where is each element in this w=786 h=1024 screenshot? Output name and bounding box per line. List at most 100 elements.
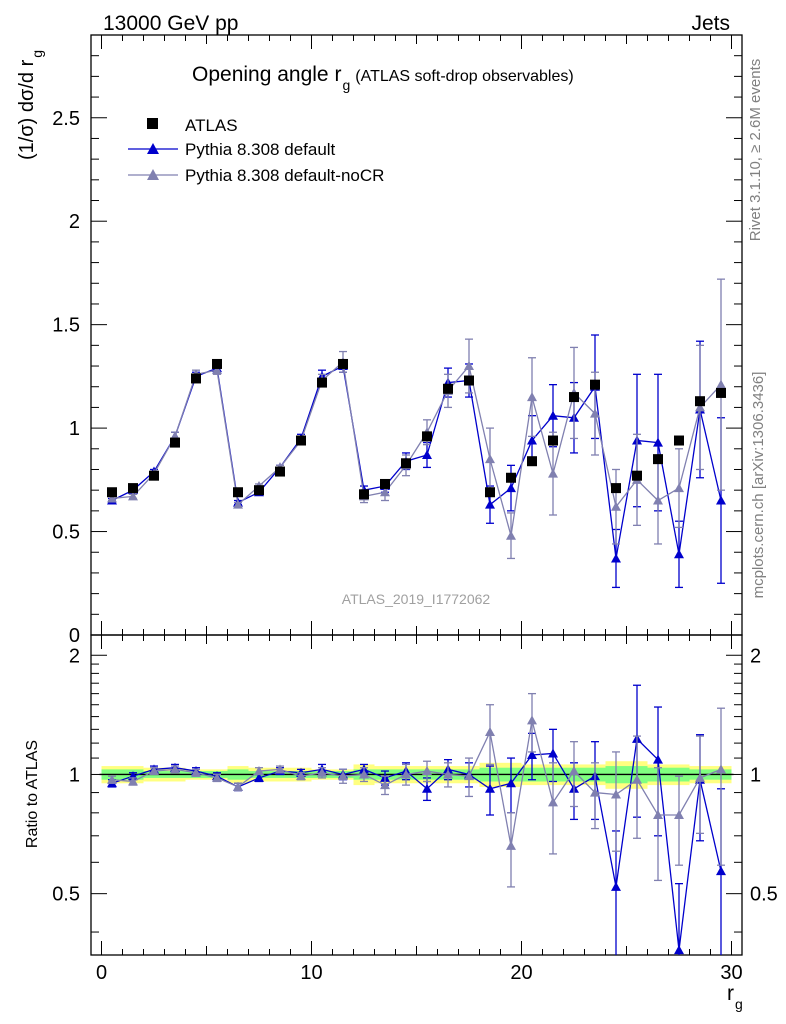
series-line <box>111 365 722 559</box>
x-tick-label: 20 <box>510 962 532 984</box>
data-point-atlas <box>380 478 390 489</box>
main-ylabel: (1/σ) dσ/d rg <box>16 50 45 160</box>
ratio-data-point <box>632 774 642 784</box>
ratio-data-point <box>464 771 474 781</box>
ratio-data-point <box>212 772 222 782</box>
x-tick-label: 0 <box>96 962 107 984</box>
ratio-data-point <box>275 764 285 774</box>
data-point-atlas <box>170 437 180 448</box>
ratio-data-point <box>695 772 705 782</box>
data-point-atlas <box>149 470 159 481</box>
data-point-mc <box>527 435 537 445</box>
data-point-atlas <box>359 489 369 500</box>
ratio-data-point <box>716 764 726 774</box>
ratio-series-line <box>111 720 722 847</box>
ratio-data-point <box>569 766 579 776</box>
x-tick-label: 30 <box>720 962 742 984</box>
ratio-data-point <box>485 783 495 793</box>
header-right: Jets <box>691 12 730 35</box>
data-point-atlas <box>401 458 411 469</box>
legend-atlas-label: ATLAS <box>185 116 238 135</box>
plot-title-suffix: (ATLAS soft-drop observables) <box>355 68 573 85</box>
legend-nocr-label: Pythia 8.308 default-noCR <box>185 166 384 185</box>
data-point-mc <box>674 549 684 559</box>
ratio-data-point <box>317 767 327 777</box>
header-left: 13000 GeV pp <box>103 12 238 35</box>
data-point-mc <box>212 365 222 375</box>
data-point-mc <box>464 361 474 371</box>
ratio-data-point <box>527 715 537 725</box>
data-point-atlas <box>233 487 243 498</box>
ratio-data-point <box>611 881 621 891</box>
ratio-data-point <box>548 748 558 758</box>
ratio-data-point <box>254 766 264 776</box>
data-point-atlas <box>716 387 726 398</box>
legend-nocr-marker <box>147 169 159 180</box>
legend-default-marker <box>147 143 159 154</box>
data-point-mc <box>233 499 243 509</box>
data-point-atlas <box>464 375 474 386</box>
ratio-data-point <box>611 789 621 799</box>
data-point-mc <box>380 487 390 497</box>
data-point-mc <box>128 491 138 501</box>
legend-default-label: Pythia 8.308 default <box>185 140 336 159</box>
data-point-atlas <box>107 487 117 498</box>
series-line <box>111 360 722 536</box>
data-point-mc <box>653 495 663 505</box>
ratio-frame <box>90 634 743 956</box>
ratio-data-point <box>107 774 117 784</box>
data-point-mc <box>611 553 621 563</box>
mcplots-label: mcplots.cern.ch [arXiv:1306.3436] <box>750 372 767 599</box>
ratio-data-point <box>149 766 159 776</box>
ratio-y-tick-label: 0.5 <box>52 884 80 906</box>
ratio-data-point <box>170 764 180 774</box>
data-point-mc <box>485 499 495 509</box>
data-point-mc <box>485 454 495 464</box>
data-point-atlas <box>422 431 432 442</box>
plot-title-main: Opening angle r <box>192 63 341 86</box>
data-point-mc <box>527 392 537 402</box>
data-point-atlas <box>254 485 264 496</box>
y-tick-label: 2 <box>69 211 80 233</box>
data-point-atlas <box>569 392 579 403</box>
ratio-data-point <box>674 945 684 955</box>
data-point-atlas <box>695 396 705 407</box>
data-point-mc <box>611 501 621 511</box>
ratio-data-point <box>422 766 432 776</box>
data-point-mc <box>506 483 516 493</box>
ratio-data-point <box>590 787 600 797</box>
data-point-mc <box>422 450 432 459</box>
legend: ATLAS Pythia 8.308 default Pythia 8.308 … <box>128 116 384 185</box>
data-point-atlas <box>674 435 684 446</box>
data-point-mc <box>590 408 600 418</box>
data-point-atlas <box>632 470 642 481</box>
data-point-mc <box>695 402 705 412</box>
ratio-data-point <box>653 809 663 819</box>
ratio-data-point <box>254 772 264 782</box>
data-point-mc <box>548 468 558 478</box>
ratio-data-point <box>359 769 369 779</box>
data-point-atlas <box>506 472 516 483</box>
main-panel: ATLAS Pythia 8.308 default Pythia 8.308 … <box>16 34 743 647</box>
ratio-data-point <box>548 797 558 807</box>
data-point-atlas <box>485 487 495 498</box>
data-point-atlas <box>296 435 306 446</box>
xlabel: rg <box>727 982 743 1012</box>
data-point-atlas <box>611 483 621 494</box>
ratio-ylabel: Ratio to ATLAS <box>24 740 41 848</box>
ratio-y-tick-label-right: 1 <box>750 764 761 786</box>
plot-title: Opening angle rg (ATLAS soft-drop observa… <box>192 63 574 93</box>
data-point-atlas <box>191 373 201 384</box>
y-tick-label: 2.5 <box>52 108 80 130</box>
ratio-series-line <box>111 737 722 951</box>
ratio-data-point <box>422 783 432 793</box>
ratio-y-tick-label: 1 <box>69 764 80 786</box>
plot-title-sub: g <box>342 77 350 93</box>
data-point-atlas <box>275 466 285 477</box>
ratio-data-point <box>128 776 138 786</box>
y-tick-label: 0.5 <box>52 522 80 544</box>
data-point-mc <box>506 530 516 540</box>
analysis-watermark: ATLAS_2019_I1772062 <box>342 591 491 607</box>
legend-atlas-marker <box>147 118 158 129</box>
